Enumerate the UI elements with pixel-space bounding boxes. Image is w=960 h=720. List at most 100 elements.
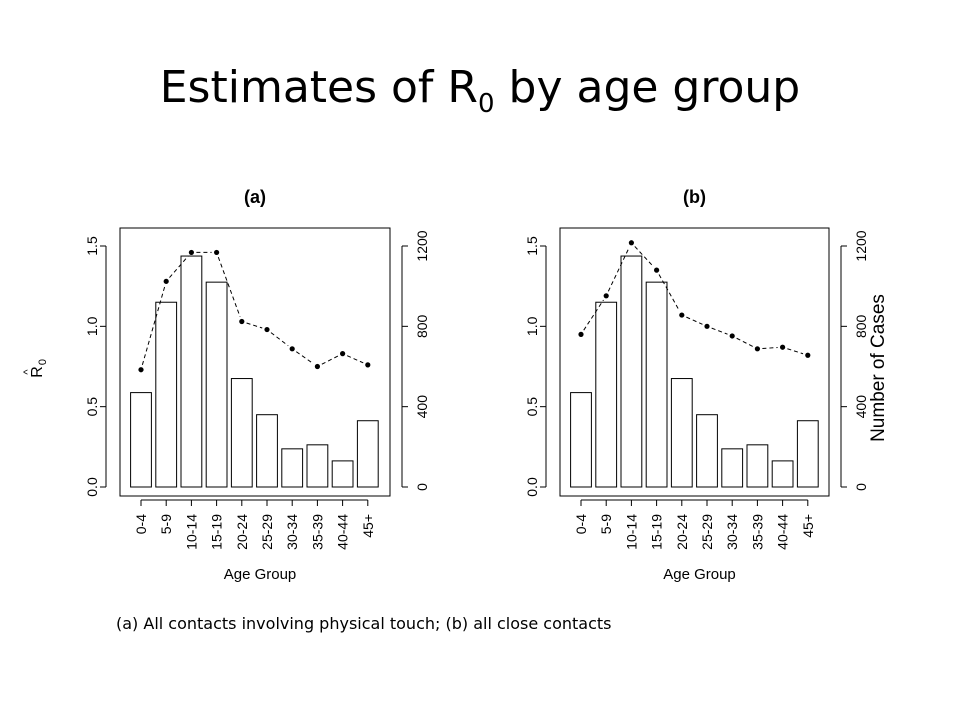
right-tick-label: 0	[853, 483, 869, 491]
x-tick-label: 25-29	[259, 514, 275, 550]
x-tick-label: 30-34	[724, 514, 740, 550]
x-axis-label: Age Group	[663, 566, 736, 583]
x-tick-label: 35-39	[749, 514, 765, 550]
title-tail: by age group	[508, 62, 801, 113]
r0-point	[264, 326, 270, 333]
r0-point	[754, 346, 761, 352]
bar-cases	[771, 460, 794, 488]
title-main: Estimates of R	[159, 62, 478, 113]
x-axis-label: Age Group	[224, 566, 297, 583]
r0-point	[188, 249, 194, 256]
r0-line-segment	[787, 348, 804, 355]
bar-cases	[645, 281, 668, 488]
left-tick-label: 1.5	[524, 236, 540, 256]
chart-title: (a)	[244, 187, 266, 207]
chart-panel: (a) 0.0 0.5 1.0 1.5 0 400 800 1200 0-4 5-9 10-14 15-…	[22, 187, 430, 583]
x-tick-label: 0-4	[133, 514, 149, 534]
right-tick-label: 1200	[414, 230, 430, 261]
bar-cases	[670, 378, 693, 488]
bar-cases	[130, 392, 152, 488]
bar-cases	[230, 378, 253, 488]
r0-line-segment	[686, 316, 703, 325]
y-axis-label-left: R	[29, 366, 46, 378]
x-tick-label: 5-9	[598, 514, 614, 534]
r0-line-segment	[762, 347, 778, 350]
x-tick-label: 15-19	[209, 514, 225, 550]
r0-point	[628, 240, 635, 246]
r0-line-segment	[321, 355, 339, 365]
right-tick-label: 0	[414, 483, 430, 491]
y-axis-label-right: Number of Cases	[868, 294, 889, 442]
x-tick-label: 30-34	[284, 514, 300, 550]
r0-line-segment	[607, 247, 630, 292]
bar-cases	[746, 444, 769, 488]
x-tick-label: 20-24	[234, 514, 250, 550]
right-tick-label: 1200	[853, 230, 869, 261]
bar-cases	[281, 448, 304, 488]
right-tick-label: 800	[414, 314, 430, 338]
bar-cases	[306, 444, 329, 488]
x-tick-label: 15-19	[649, 514, 665, 550]
r0-line-segment	[169, 255, 189, 278]
x-tick-label: 0-4	[573, 514, 589, 534]
left-tick-label: 0.0	[84, 477, 100, 497]
r0-point	[314, 363, 320, 370]
r0-point	[163, 278, 169, 284]
bar-cases	[796, 420, 819, 488]
bar-cases	[721, 448, 744, 488]
r0-point	[704, 323, 710, 329]
chart-title: (b)	[683, 187, 706, 207]
plot-frame	[559, 227, 830, 497]
bar-cases	[570, 392, 592, 488]
left-tick-label: 1.0	[524, 316, 540, 336]
r0-line-segment	[346, 355, 364, 364]
bar-cases	[256, 414, 278, 488]
r0-line-segment	[217, 256, 241, 317]
bar-cases	[155, 301, 178, 488]
r0-line-segment	[634, 246, 654, 267]
bar-cases	[356, 420, 379, 488]
x-tick-label: 25-29	[699, 514, 715, 550]
r0-point	[289, 346, 295, 352]
r0-point	[679, 312, 685, 318]
title-subscript: 0	[477, 89, 495, 119]
bar-cases	[620, 255, 643, 488]
left-tick-label: 1.5	[84, 236, 100, 256]
r0-line-segment	[270, 332, 289, 347]
bar-cases	[595, 301, 618, 488]
r0-point	[654, 267, 660, 273]
r0-point	[729, 333, 735, 339]
slide-title: Estimates of R0 by age group	[0, 62, 960, 119]
r0-line-segment	[736, 337, 754, 348]
x-tick-label: 45+	[360, 514, 376, 538]
y-axis-label-sub: 0	[37, 359, 49, 365]
right-tick-label: 400	[414, 395, 430, 419]
plot-frame	[119, 227, 391, 497]
bar-cases	[180, 255, 203, 488]
r0-point	[340, 351, 346, 357]
figure-caption: (a) All contacts involving physical touc…	[116, 614, 612, 633]
left-tick-label: 0.5	[524, 397, 540, 417]
x-tick-label: 5-9	[158, 514, 174, 534]
r0-point	[805, 352, 811, 358]
x-tick-label: 40-44	[775, 514, 791, 550]
bar-cases	[331, 460, 354, 488]
left-tick-label: 0.5	[84, 397, 100, 417]
x-tick-label: 45+	[800, 514, 816, 538]
r0-point	[239, 318, 245, 325]
bar-cases	[205, 281, 228, 488]
r0-line-segment	[711, 327, 728, 335]
x-tick-label: 10-14	[623, 514, 639, 550]
r0-line-segment	[246, 322, 263, 329]
right-tick-label: 800	[853, 314, 869, 338]
x-tick-label: 40-44	[335, 514, 351, 550]
r0-line-segment	[583, 299, 604, 331]
bar-cases	[696, 414, 718, 488]
r0-point	[138, 367, 144, 373]
r0-point	[780, 344, 786, 350]
r0-point	[214, 249, 220, 256]
left-tick-label: 0.0	[524, 477, 540, 497]
x-tick-label: 20-24	[674, 514, 690, 550]
x-tick-label: 10-14	[183, 514, 199, 550]
